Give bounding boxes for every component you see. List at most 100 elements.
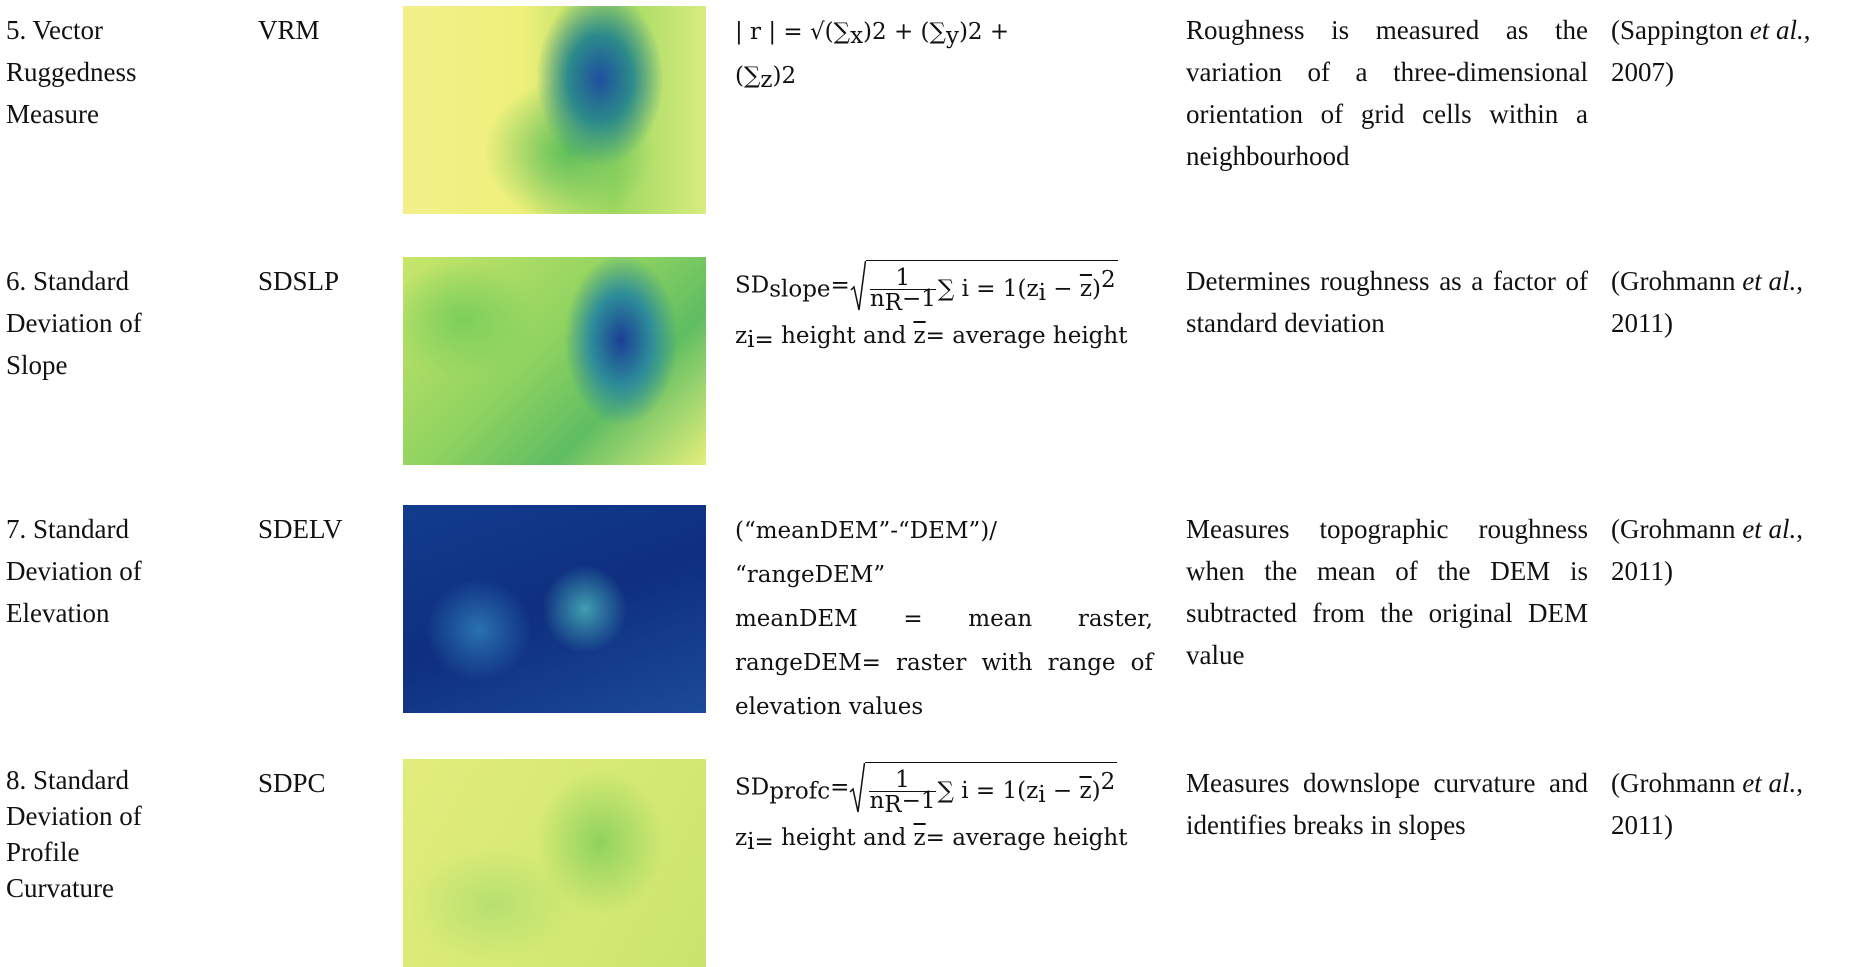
formula-text: = average height [926,323,1128,349]
formula-line: zi= height and z= average height [735,815,1153,859]
map-thumbnail [403,505,706,713]
name-line: Deviation of [6,550,246,592]
formula-text: (∑ [735,63,760,89]
denominator: nR−1 [870,290,936,310]
formula-line: | r | = √(∑x)2 + (∑y)2 + [735,9,1153,53]
reference-author: (Sappington [1611,15,1750,45]
formula-text: − [1046,778,1080,804]
reference: (Grohmann et al., 2011) [1611,260,1851,344]
name-line: 8. Standard [6,762,246,798]
name-line: Profile [6,834,246,870]
name-line: 5. Vector [6,9,246,51]
name-line: 7. Standard [6,508,246,550]
name-line: 6. Standard [6,260,246,302]
formula-text: ∑ i = 1(z [938,778,1039,804]
subscript: i= [747,829,774,855]
subscript: slope [769,277,830,303]
map-thumbnail [403,759,706,967]
subscript: y [946,23,959,49]
description: Measures topographic roughness when the … [1186,508,1588,676]
formula: (“meanDEM”-“DEM”)/ “rangeDEM” meanDEM = me… [735,508,1153,728]
name-line: Measure [6,93,246,135]
formula-text: | r | = √(∑ [735,19,850,45]
mean-symbol: z [1080,778,1092,804]
radical-sign [849,762,865,814]
formula-text: n [870,286,885,312]
reference-author: (Grohmann [1611,266,1742,296]
formula-text: )2 + (∑ [863,19,946,45]
formula-text: −1 [902,286,936,312]
formula-text: )2 + [959,19,1009,45]
abbreviation: SDPC [258,762,388,804]
subscript: i [1038,782,1045,808]
mean-symbol: z [914,323,926,349]
formula-text: z [735,323,747,349]
radical-stroke [851,261,866,310]
formula-line: (“meanDEM”-“DEM”)/ [735,508,1153,552]
description: Determines roughness as a factor of stan… [1186,260,1588,344]
name-line: Ruggedness [6,51,246,93]
name-line: Curvature [6,870,246,906]
formula-text: n [869,788,884,814]
formula-line: (∑z)2 [735,53,1153,97]
formula-text: = average height [926,825,1128,851]
subscript: profc [769,779,830,805]
formula-text: “rangeDEM” [735,562,885,588]
page: {"rows": [ {"name": ["5. Vector", "Rugge… [0,0,1854,965]
reference-etal: et al. [1742,768,1796,798]
formula-text: ) [1092,778,1101,804]
abbreviation: VRM [258,9,388,51]
denominator: nR−1 [869,792,935,812]
description: Roughness is measured as the variation o… [1186,9,1588,177]
reference-etal: et al. [1750,15,1804,45]
superscript: 2 [1101,769,1116,795]
reference-etal: et al. [1742,266,1796,296]
formula-line: “rangeDEM” [735,552,1153,596]
formula-text: ∑ i = 1(z [938,276,1039,302]
square-root: 1nR−1∑ i = 1(zi − z)2 [850,260,1118,313]
reference-etal: et al. [1742,514,1796,544]
reference: (Sappington et al., 2007) [1611,9,1851,93]
subscript: z [760,67,772,93]
reference-author: (Grohmann [1611,514,1742,544]
formula-text: ) [1092,276,1101,302]
subscript: x [850,23,863,49]
formula: | r | = √(∑x)2 + (∑y)2 + (∑z)2 [735,9,1153,97]
formula-line: zi= height and z= average height [735,313,1153,357]
radical-stroke [850,763,865,812]
map-thumbnail [403,6,706,214]
formula-text: (“meanDEM”-“DEM”)/ [735,518,997,544]
mean-symbol: z [914,825,926,851]
formula-text: = [830,775,849,801]
abbreviation: SDELV [258,508,388,550]
formula-text: meanDEM = mean raster, rangeDEM= raster … [735,606,1153,720]
formula-text: − [1046,276,1080,302]
abbreviation: SDSLP [258,260,388,302]
formula-text: SD [735,273,769,299]
mean-symbol: z [1080,276,1092,302]
formula-text: height and [774,825,914,851]
formula-text: = [831,273,850,299]
map-thumbnail [403,257,706,465]
formula-text: height and [774,323,914,349]
name-line: Deviation of [6,798,246,834]
formula-line: meanDEM = mean raster, rangeDEM= raster … [735,596,1153,728]
name-line: Elevation [6,592,246,634]
formula-text: z [735,825,747,851]
reference: (Grohmann et al., 2011) [1611,508,1851,592]
subscript: i= [747,327,774,353]
description: Measures downslope curvature and identif… [1186,762,1588,846]
name-line: Deviation of [6,302,246,344]
